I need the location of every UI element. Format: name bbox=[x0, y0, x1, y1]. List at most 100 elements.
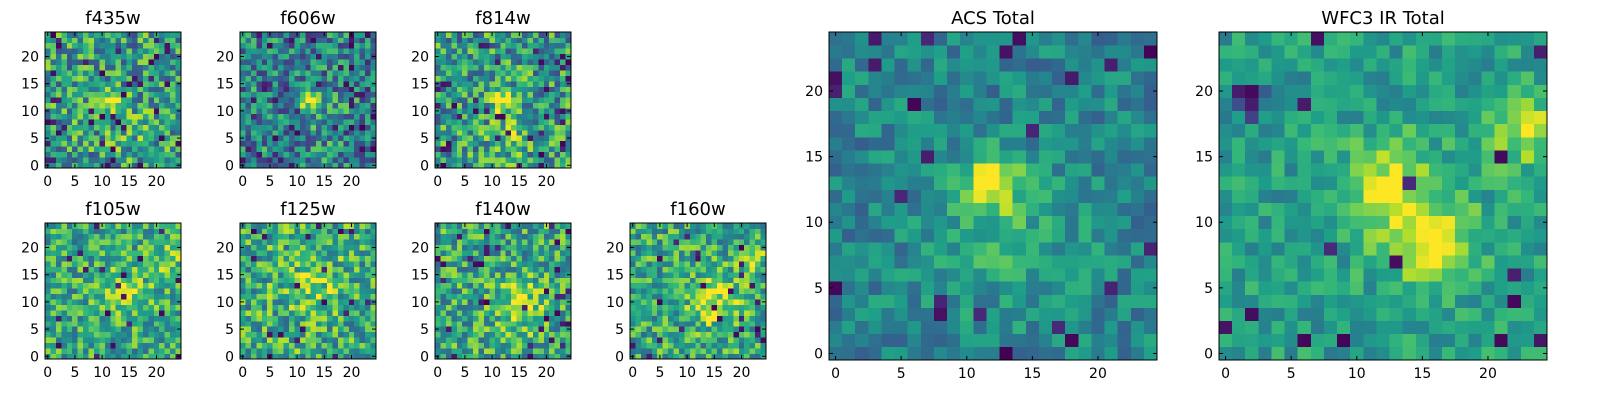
heatmap-cell bbox=[907, 241, 922, 256]
x-tick-label: 0 bbox=[433, 174, 442, 190]
heatmap-cell bbox=[445, 228, 452, 235]
heatmap-cell bbox=[83, 310, 89, 316]
heatmap-cell bbox=[1091, 294, 1105, 308]
heatmap-cell bbox=[332, 124, 339, 131]
heatmap-cell bbox=[45, 337, 51, 344]
heatmap-cell bbox=[543, 299, 550, 305]
heatmap-cell bbox=[164, 326, 171, 333]
heatmap-cell bbox=[538, 244, 545, 251]
heatmap-cell bbox=[749, 315, 756, 322]
heatmap-cell bbox=[527, 151, 534, 158]
heatmap-cell bbox=[462, 250, 468, 256]
heatmap-cell bbox=[478, 64, 485, 71]
heatmap-cell bbox=[549, 97, 556, 104]
x-tick-label: 15 bbox=[705, 365, 723, 381]
heatmap-cell bbox=[657, 337, 663, 344]
heatmap-cell bbox=[451, 32, 458, 38]
heatmap-cell bbox=[538, 64, 545, 71]
heatmap-cell bbox=[549, 140, 556, 147]
heatmap-cell bbox=[132, 146, 138, 153]
heatmap-cell bbox=[527, 42, 534, 49]
heatmap-cell bbox=[933, 281, 948, 295]
heatmap-cell bbox=[137, 315, 144, 322]
heatmap-cell bbox=[99, 75, 106, 82]
heatmap-cell bbox=[337, 348, 344, 354]
heatmap-cell bbox=[348, 299, 355, 305]
heatmap-cell bbox=[261, 59, 268, 65]
heatmap-cell bbox=[473, 348, 479, 354]
heatmap-cell bbox=[250, 353, 257, 360]
heatmap-cell bbox=[299, 288, 306, 295]
heatmap-cell bbox=[907, 320, 922, 335]
heatmap-cell bbox=[1065, 202, 1079, 217]
heatmap-cell bbox=[500, 59, 507, 65]
heatmap-cell bbox=[83, 135, 89, 142]
heatmap-cell bbox=[554, 53, 561, 60]
heatmap-cell bbox=[511, 48, 517, 55]
heatmap-cell bbox=[148, 326, 155, 333]
heatmap-cell bbox=[72, 315, 78, 322]
heatmap-cell bbox=[473, 37, 479, 44]
heatmap-cell bbox=[522, 129, 528, 136]
heatmap-cell bbox=[359, 299, 366, 305]
heatmap-cell bbox=[549, 250, 556, 256]
heatmap-cell bbox=[370, 228, 377, 235]
heatmap-cell bbox=[99, 113, 106, 120]
heatmap-cell bbox=[137, 151, 144, 158]
heatmap-cell bbox=[321, 113, 328, 120]
heatmap-cell bbox=[516, 113, 523, 120]
heatmap-cell bbox=[321, 331, 328, 338]
x-tick-label: 5 bbox=[460, 365, 469, 381]
heatmap-cell bbox=[305, 271, 312, 278]
heatmap-cell bbox=[1052, 228, 1066, 243]
heatmap-cell bbox=[72, 337, 78, 344]
heatmap-cell bbox=[1038, 176, 1053, 190]
heatmap-cell bbox=[538, 261, 545, 267]
heatmap-cell bbox=[305, 261, 312, 267]
heatmap-cell bbox=[505, 53, 512, 60]
heatmap-cell bbox=[159, 342, 166, 349]
heatmap-cell bbox=[522, 223, 528, 229]
heatmap-cell bbox=[294, 146, 301, 153]
heatmap-cell bbox=[560, 337, 566, 344]
heatmap-cell bbox=[137, 239, 144, 246]
heatmap-cell bbox=[467, 250, 474, 256]
heatmap-cell bbox=[478, 244, 485, 251]
heatmap-cell bbox=[565, 37, 572, 44]
heatmap-cell bbox=[164, 140, 171, 147]
heatmap-cell bbox=[272, 282, 279, 289]
heatmap-cell bbox=[153, 37, 160, 44]
heatmap-cell bbox=[527, 337, 534, 344]
heatmap-cell bbox=[462, 157, 468, 163]
heatmap-cell bbox=[494, 135, 501, 142]
heatmap-cell bbox=[445, 129, 452, 136]
heatmap-cell bbox=[148, 228, 155, 235]
heatmap-cell bbox=[462, 97, 468, 104]
heatmap-cell bbox=[164, 228, 171, 235]
heatmap-cell bbox=[142, 353, 149, 360]
heatmap-cell bbox=[66, 299, 73, 305]
heatmap-cell bbox=[61, 299, 68, 305]
heatmap-cell bbox=[829, 281, 843, 295]
heatmap-cell bbox=[137, 80, 144, 87]
heatmap-cell bbox=[456, 348, 463, 354]
heatmap-cell bbox=[240, 42, 246, 49]
heatmap-cell bbox=[483, 250, 490, 256]
heatmap-cell bbox=[494, 277, 501, 284]
heatmap-cell bbox=[435, 315, 441, 322]
heatmap-cell bbox=[343, 310, 350, 316]
heatmap-cell bbox=[467, 310, 474, 316]
heatmap-cell bbox=[527, 113, 534, 120]
heatmap-cell bbox=[500, 326, 507, 333]
heatmap-cell bbox=[478, 337, 485, 344]
heatmap-cell bbox=[478, 342, 485, 349]
heatmap-cell bbox=[370, 310, 377, 316]
heatmap-cell bbox=[829, 268, 843, 282]
heatmap-cell bbox=[673, 255, 680, 262]
heatmap-cell bbox=[115, 53, 122, 60]
heatmap-cell bbox=[55, 326, 62, 333]
heatmap-cell bbox=[532, 271, 539, 278]
heatmap-cell bbox=[278, 320, 284, 327]
heatmap-cell bbox=[164, 48, 171, 55]
heatmap-cell bbox=[483, 233, 490, 240]
